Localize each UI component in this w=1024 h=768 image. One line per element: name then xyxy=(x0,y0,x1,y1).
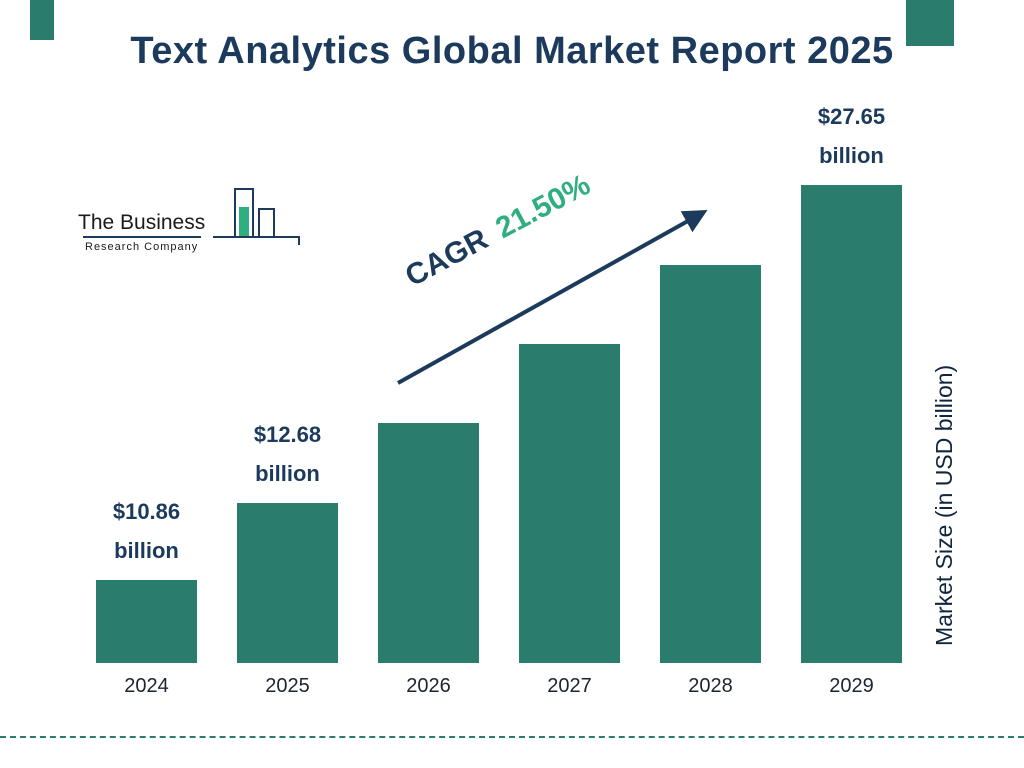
bar-chart: $10.86 billion 2024 $12.68 billion 2025 2026 20… xyxy=(96,98,902,698)
bottom-dashed-rule xyxy=(0,736,1024,738)
company-logo-text: The Business Research Company xyxy=(78,211,205,253)
x-axis-label-2024: 2024 xyxy=(124,675,169,697)
bar-2028 xyxy=(660,265,761,663)
logo-name: The Business xyxy=(78,210,206,234)
bar-value-label-2029: $27.65 billion xyxy=(817,104,886,168)
company-logo: The Business Research Company xyxy=(78,185,303,253)
logo-subname: Research Company xyxy=(85,241,199,253)
bar-2024 xyxy=(96,580,197,663)
cagr-trend-arrow xyxy=(397,210,708,385)
bar-value-label-2025: $12.68 billion xyxy=(253,422,322,486)
bar-2027 xyxy=(519,344,620,663)
page-title: Text Analytics Global Market Report 2025 xyxy=(130,30,894,72)
bar-column-2028: 2028 xyxy=(660,265,761,698)
bar-2025 xyxy=(237,503,338,663)
x-axis-label-2026: 2026 xyxy=(406,675,451,697)
bar-value-label-2024: $10.86 billion xyxy=(112,499,181,563)
x-axis-label-2028: 2028 xyxy=(688,675,733,697)
bar-column-2024: $10.86 billion 2024 xyxy=(96,493,197,698)
corner-accent-top-right xyxy=(906,0,954,46)
bar-column-2026: 2026 xyxy=(378,423,479,698)
x-axis-label-2029: 2029 xyxy=(829,675,874,697)
bar-column-2029: $27.65 billion 2029 xyxy=(801,98,902,698)
bar-column-2027: 2027 xyxy=(519,344,620,698)
x-axis-label-2027: 2027 xyxy=(547,675,592,697)
bar-2029 xyxy=(801,185,902,663)
bar-2026 xyxy=(378,423,479,663)
x-axis-label-2025: 2025 xyxy=(265,675,310,697)
corner-accent-top-left xyxy=(30,0,54,40)
bar-column-2025: $12.68 billion 2025 xyxy=(237,416,338,698)
logo-bars-icon xyxy=(213,188,301,245)
logo-divider xyxy=(82,236,201,238)
y-axis-label: Market Size (in USD billion) xyxy=(931,364,957,646)
